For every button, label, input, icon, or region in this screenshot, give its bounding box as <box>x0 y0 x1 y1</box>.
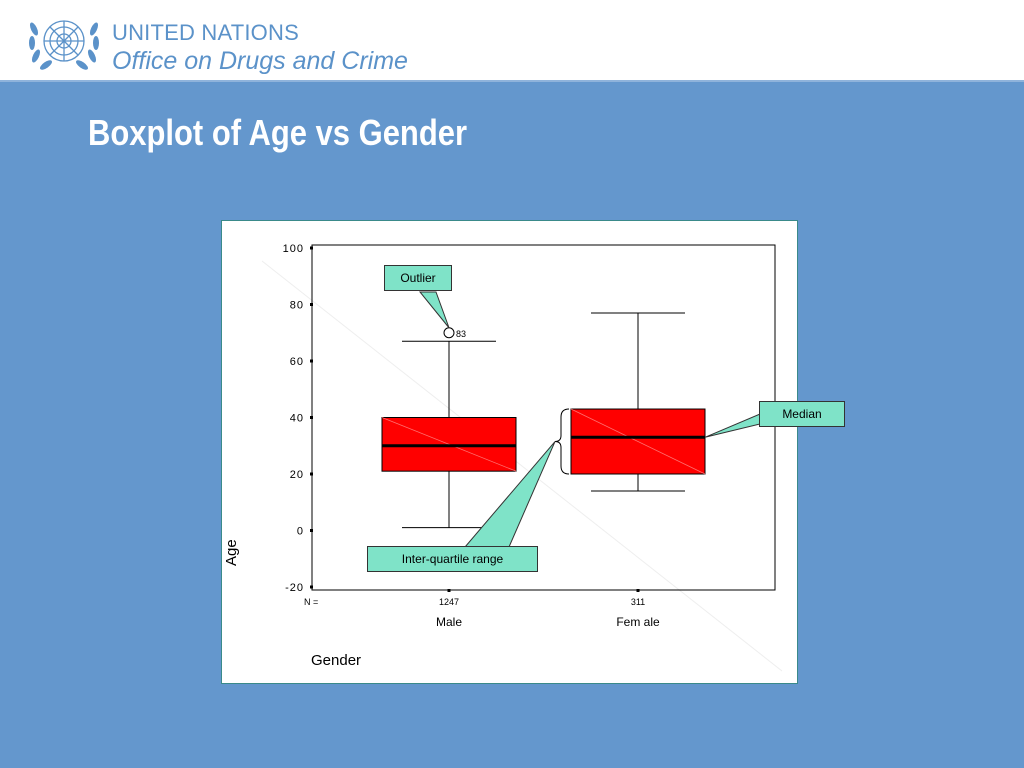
org-office-name: Office on Drugs and Crime <box>112 47 408 75</box>
median-callout: Median <box>759 401 845 427</box>
box-series: 83 <box>381 312 706 529</box>
header-divider <box>0 80 1024 82</box>
box-male: 83 <box>381 327 517 529</box>
org-name: UNITED NATIONS <box>112 20 299 45</box>
box-female <box>570 312 706 492</box>
y-tick-mark <box>310 416 313 419</box>
y-tick-label: 60 <box>290 356 304 368</box>
header-bar: UNITED NATIONS Office on Drugs and Crime <box>0 0 1024 82</box>
y-tick-mark <box>310 303 313 306</box>
y-tick-mark <box>310 246 313 250</box>
y-tick-label: -20 <box>285 582 304 594</box>
x-tick-mark <box>636 589 640 592</box>
outlier-pointer <box>418 291 450 329</box>
iqr-brace <box>554 408 570 475</box>
chart-panel: -20 0 20 40 60 80 100 83 N = 1247 Male 311 Fem ale <box>221 220 798 684</box>
panel-diagonal <box>261 260 783 672</box>
y-tick-mark <box>310 529 313 532</box>
y-tick-label: 40 <box>290 413 304 425</box>
y-tick-label: 100 <box>283 243 304 255</box>
un-emblem-icon <box>29 20 99 70</box>
iqr-callout: Inter-quartile range <box>367 546 538 572</box>
x-axis: N = 1247 Male 311 Fem ale <box>304 589 660 629</box>
box-sheen <box>570 408 706 475</box>
x-axis-label: Gender <box>311 652 362 669</box>
boxplot-chart: -20 0 20 40 60 80 100 83 N = 1247 Male 311 Fem ale <box>261 243 783 672</box>
y-tick-label: 0 <box>297 526 304 538</box>
outlier-point <box>443 327 455 339</box>
y-tick-mark <box>310 359 313 363</box>
outlier-label: 83 <box>456 329 466 339</box>
x-tick-mark <box>447 589 451 592</box>
plot-frame <box>311 244 776 591</box>
y-tick-label: 20 <box>290 469 304 481</box>
y-tick-mark <box>310 472 313 476</box>
slide-title: Boxplot of Age vs Gender <box>88 112 468 153</box>
y-tick-mark <box>310 585 313 589</box>
x-category-label: Fem ale <box>616 615 660 629</box>
n-count-label: 1247 <box>439 597 459 607</box>
outlier-callout: Outlier <box>384 265 452 291</box>
x-category-label: Male <box>436 615 462 629</box>
n-count-label: 311 <box>631 597 645 607</box>
n-label: N = <box>304 597 318 607</box>
y-axis: -20 0 20 40 60 80 100 <box>283 243 313 594</box>
y-axis-label: Age <box>223 539 240 566</box>
y-tick-label: 80 <box>290 300 304 312</box>
median-pointer <box>704 413 761 438</box>
